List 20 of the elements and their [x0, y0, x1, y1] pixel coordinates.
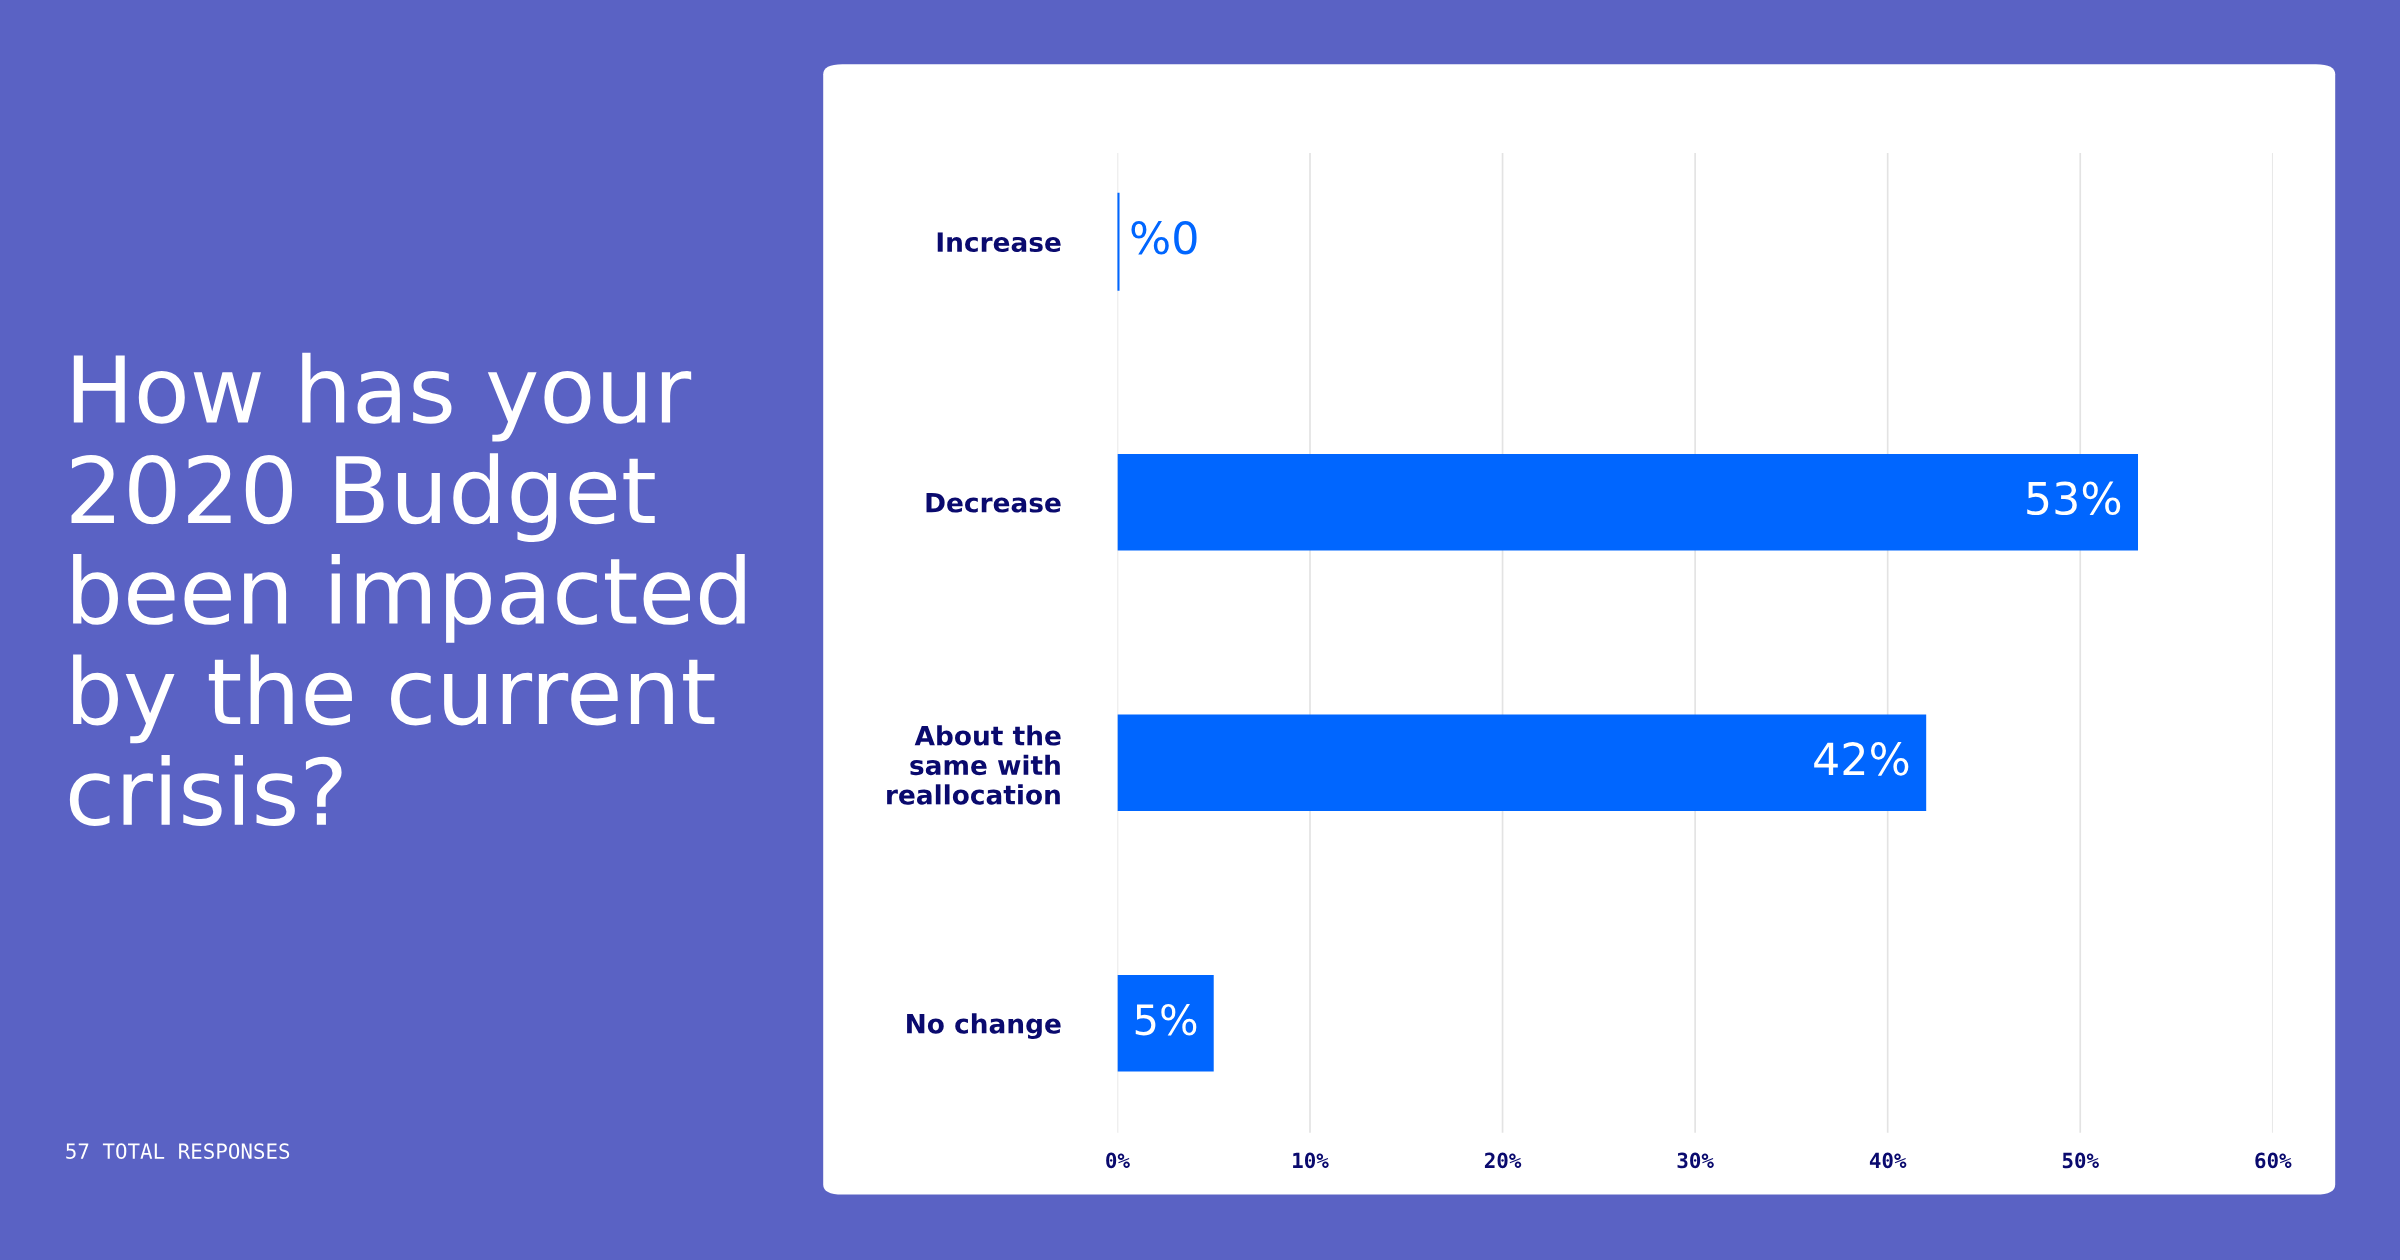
y-tick-label: Decrease	[926, 493, 1061, 513]
x-tick-label: 10%	[1293, 1152, 1329, 1169]
x-tick-label: 30%	[1677, 1152, 1714, 1169]
y-tick-label: About the same with reallocation	[887, 725, 1061, 805]
x-tick-label: 60%	[2255, 1152, 2292, 1169]
x-tick-label: 40%	[1869, 1152, 1907, 1169]
data-label: 5%	[1135, 1003, 1197, 1036]
bar	[1117, 454, 2139, 551]
x-tick-label: 50%	[2062, 1152, 2099, 1169]
bar	[1117, 975, 1214, 1072]
bar	[1117, 714, 1927, 811]
data-label: %0	[1131, 220, 1197, 255]
data-label: 53%	[2027, 481, 2121, 516]
x-tick-label: 0%	[1106, 1152, 1130, 1169]
text: How has your 2020 Budget been impacted by the current crisis?	[69, 352, 745, 826]
y-tick-label: No change	[907, 1013, 1061, 1040]
text: 57 TOTAL RESPONSES	[66, 1143, 290, 1159]
x-tick-label: 20%	[1484, 1152, 1522, 1169]
data-label: 42%	[1814, 742, 1909, 776]
y-tick-label: Increase	[937, 232, 1061, 253]
